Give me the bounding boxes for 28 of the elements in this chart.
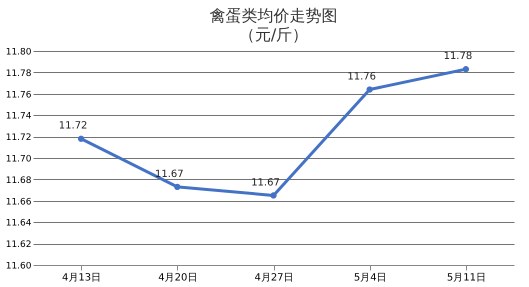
y-tick-label: 11.78 xyxy=(6,68,32,79)
x-tick-label: 4月20日 xyxy=(158,272,198,284)
y-tick-label: 11.76 xyxy=(6,90,32,100)
point xyxy=(78,136,84,142)
y-tick-label: 11.62 xyxy=(6,240,32,250)
y-tick-label: 11.80 xyxy=(6,48,32,58)
point xyxy=(174,184,180,190)
point xyxy=(270,192,277,199)
data-label: 11.67 xyxy=(251,177,280,188)
data-label: 11.72 xyxy=(58,120,88,132)
point xyxy=(462,66,470,72)
y-tick-label: 11.72 xyxy=(6,133,32,144)
y-tick-label: 11.74 xyxy=(6,112,32,122)
data-label: 11.76 xyxy=(347,72,376,83)
chart-title: 禽蛋类均价走势图 xyxy=(210,6,338,25)
x-tick-label: 5月4日 xyxy=(354,272,387,284)
y-tick-label: 11.60 xyxy=(6,262,32,272)
y-tick-label: 11.68 xyxy=(6,176,32,186)
chart-subtitle: （元/斤） xyxy=(238,25,308,44)
y-tick-label: 11.66 xyxy=(6,197,32,208)
x-tick-label: 4月13日 xyxy=(62,272,102,284)
point xyxy=(366,86,373,93)
y-tick-label: 11.70 xyxy=(6,154,32,164)
data-label: 11.67 xyxy=(154,168,184,180)
x-tick-label: 5月11日 xyxy=(446,272,486,284)
y-tick-label: 11.64 xyxy=(6,218,32,229)
x-tick-label: 4月27日 xyxy=(254,272,294,284)
data-label: 11.78 xyxy=(444,51,472,62)
